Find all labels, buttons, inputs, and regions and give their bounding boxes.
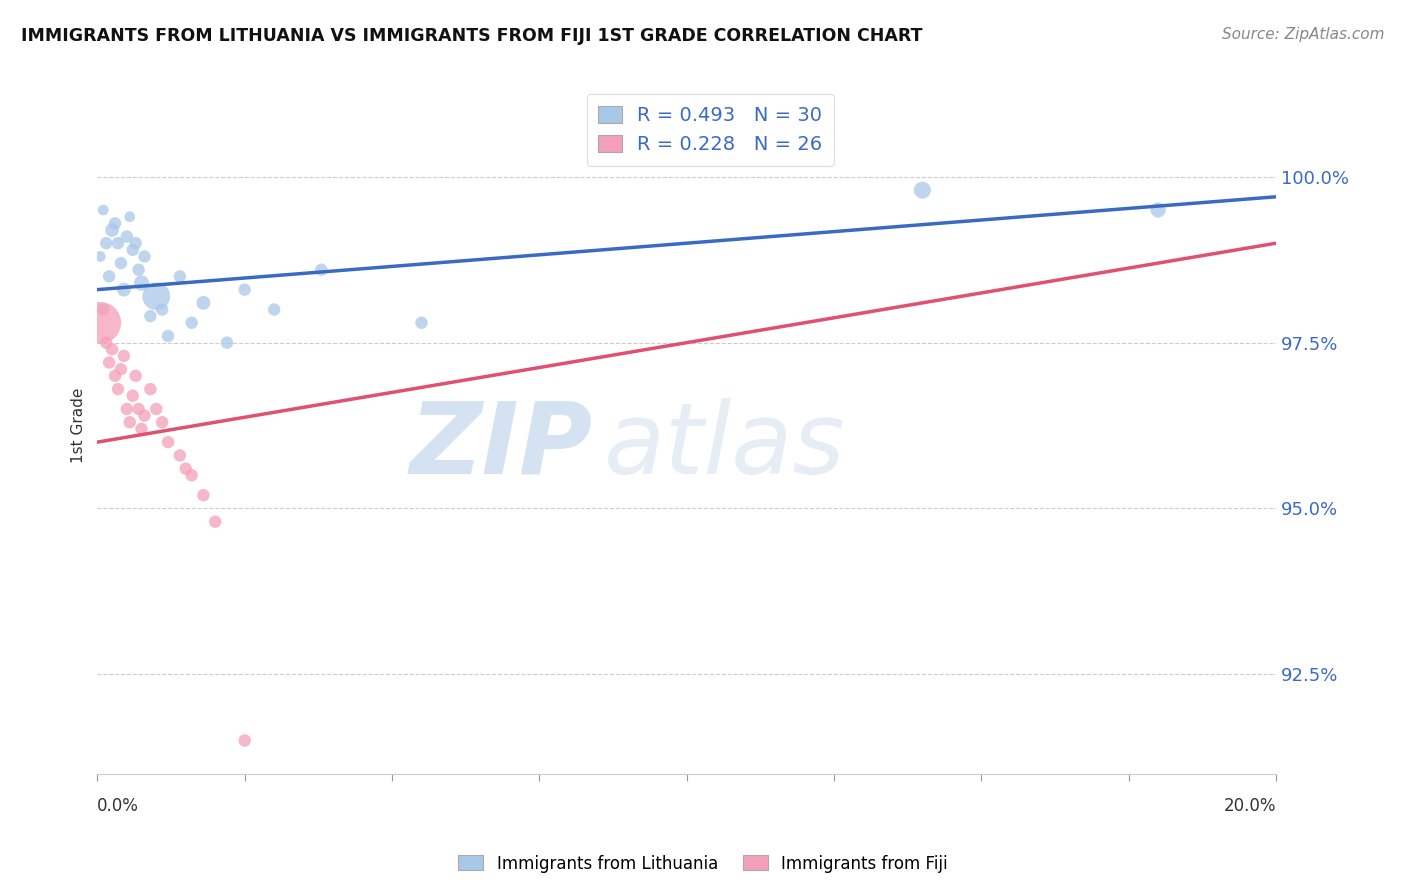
Point: [124, 236, 146, 251]
Point: [311, 262, 333, 277]
Point: [1147, 202, 1170, 217]
Point: [193, 296, 215, 310]
Point: [233, 733, 256, 747]
Point: [104, 368, 127, 383]
Point: [124, 368, 146, 383]
Point: [145, 401, 167, 416]
Point: [157, 435, 180, 450]
Point: [134, 250, 156, 264]
Point: [169, 449, 191, 463]
Text: IMMIGRANTS FROM LITHUANIA VS IMMIGRANTS FROM FIJI 1ST GRADE CORRELATION CHART: IMMIGRANTS FROM LITHUANIA VS IMMIGRANTS …: [21, 27, 922, 45]
Point: [150, 415, 173, 429]
Point: [263, 302, 285, 317]
Point: [112, 283, 135, 297]
Text: 0.0%: 0.0%: [97, 797, 139, 815]
Point: [180, 316, 202, 330]
Point: [104, 216, 127, 230]
Point: [128, 262, 150, 277]
Point: [107, 382, 129, 396]
Point: [911, 183, 934, 197]
Point: [89, 250, 111, 264]
Point: [145, 289, 167, 303]
Point: [110, 256, 132, 270]
Point: [89, 316, 111, 330]
Point: [112, 349, 135, 363]
Text: 20.0%: 20.0%: [1223, 797, 1277, 815]
Text: Source: ZipAtlas.com: Source: ZipAtlas.com: [1222, 27, 1385, 42]
Point: [193, 488, 215, 502]
Point: [131, 276, 153, 290]
Point: [96, 236, 118, 251]
Point: [215, 335, 238, 350]
Legend: Immigrants from Lithuania, Immigrants from Fiji: Immigrants from Lithuania, Immigrants fr…: [451, 848, 955, 880]
Point: [115, 229, 138, 244]
Point: [110, 362, 132, 376]
Point: [107, 236, 129, 251]
Point: [131, 422, 153, 436]
Point: [233, 283, 256, 297]
Point: [174, 461, 197, 475]
Point: [139, 309, 162, 323]
Point: [118, 415, 141, 429]
Point: [91, 302, 114, 317]
Point: [101, 343, 124, 357]
Point: [411, 316, 433, 330]
Text: ZIP: ZIP: [409, 398, 592, 495]
Point: [180, 468, 202, 483]
Point: [115, 401, 138, 416]
Point: [134, 409, 156, 423]
Point: [157, 329, 180, 343]
Point: [121, 389, 143, 403]
Point: [96, 335, 118, 350]
Point: [139, 382, 162, 396]
Point: [98, 355, 121, 369]
Point: [101, 223, 124, 237]
Point: [204, 515, 226, 529]
Point: [91, 202, 114, 217]
Legend: R = 0.493   N = 30, R = 0.228   N = 26: R = 0.493 N = 30, R = 0.228 N = 26: [586, 95, 834, 166]
Point: [128, 401, 150, 416]
Point: [121, 243, 143, 257]
Point: [118, 210, 141, 224]
Point: [150, 302, 173, 317]
Text: atlas: atlas: [605, 398, 846, 495]
Y-axis label: 1st Grade: 1st Grade: [72, 388, 86, 463]
Point: [169, 269, 191, 284]
Point: [98, 269, 121, 284]
